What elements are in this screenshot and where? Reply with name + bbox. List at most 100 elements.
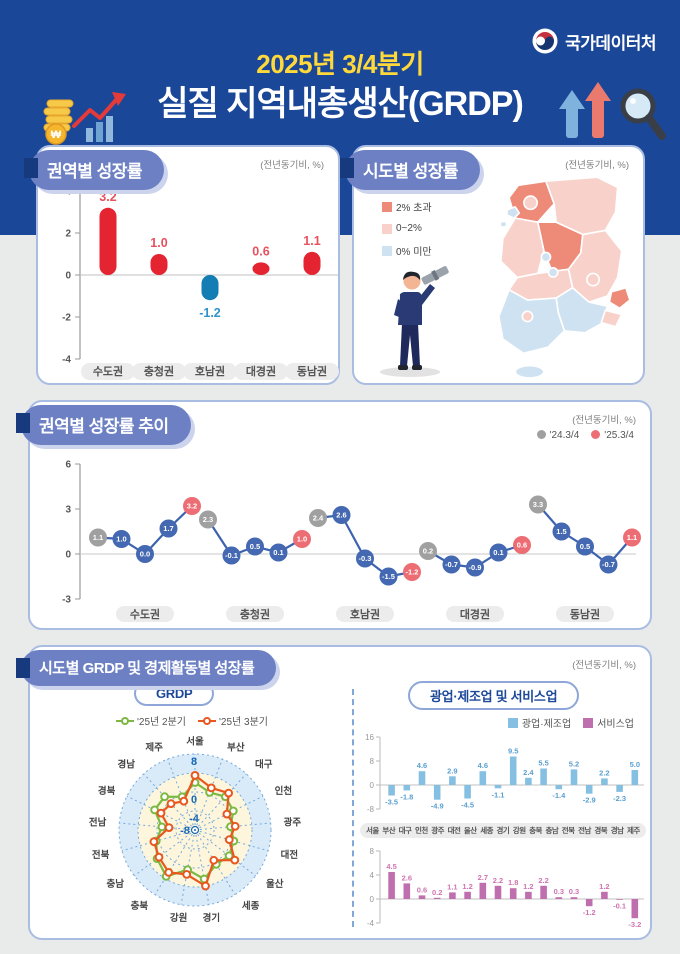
panel-bottom-title: 시도별 GRDP 및 경제활동별 성장률 — [15, 650, 277, 686]
bar — [555, 785, 563, 790]
panel-region-growth: 권역별 성장률 (전년동기비, %) 4 2 0 -2 -4 3.2 수도권 1.0 충청권 -1… — [23, 145, 340, 385]
map-region-ulsan — [608, 286, 631, 310]
bar — [418, 771, 426, 785]
data-point-label: 2.6 — [336, 511, 346, 520]
bar-value-label: 5.5 — [538, 759, 548, 768]
data-point — [332, 506, 351, 524]
radar-point — [149, 837, 159, 847]
data-point-label: 1.1 — [627, 533, 637, 542]
data-point-label: -1.5 — [382, 572, 395, 581]
radar-category-label: 전남 — [89, 816, 107, 828]
category-pill — [285, 363, 339, 380]
radar-center-dot — [194, 829, 196, 831]
category-pill — [116, 606, 174, 622]
category-pill — [336, 606, 394, 622]
legend-marker — [198, 717, 216, 725]
section-divider — [352, 689, 354, 927]
radar-point — [206, 783, 216, 793]
sido-label: 세종 — [480, 826, 493, 835]
bar-value-label: 0.2 — [432, 888, 442, 897]
map-region-chungnam — [500, 217, 545, 279]
data-point-label: 0.0 — [140, 550, 150, 559]
y-tick-label: 2 — [65, 229, 71, 240]
sido-label: 충북 — [529, 826, 542, 835]
sido-label: 강원 — [512, 826, 526, 835]
y-tick-label: 8 — [370, 757, 375, 766]
data-point — [529, 495, 547, 514]
data-point-label: -0.7 — [602, 560, 615, 569]
y-tick-label: -4 — [62, 355, 71, 366]
legend-dot — [591, 430, 601, 439]
radar-point — [160, 792, 169, 802]
sido-label: 제주 — [627, 826, 640, 835]
bar-value-label: 1.0 — [150, 236, 167, 250]
legend-label: '24.3/4 — [549, 430, 580, 441]
legend-label: '25.3/4 — [604, 430, 634, 441]
bar-value-label: 2.7 — [478, 873, 488, 882]
bar — [601, 891, 608, 899]
legend-marker — [116, 717, 135, 725]
y-tick-label: 0 — [370, 781, 375, 790]
category-label: 동남권 — [570, 608, 600, 621]
sido-axis-labels: 서울 부산 대구 인천 광주 대전 울산 세종 경기 강원 충북 충남 전북 전남 경북 경남 제주 — [360, 823, 646, 838]
radar-point — [201, 881, 210, 891]
category-pill — [226, 606, 284, 622]
data-point-label: 0.2 — [423, 547, 433, 556]
government-emblem-icon — [532, 28, 558, 54]
y-tick-label: -8 — [367, 805, 375, 814]
unit-note: (전년동기비, %) — [565, 160, 629, 171]
bar — [201, 275, 219, 301]
y-tick-label: 3 — [65, 505, 71, 516]
bar — [449, 776, 456, 785]
map-region-jeju — [514, 364, 545, 379]
map-region-daegu — [586, 272, 601, 287]
category-pill — [234, 363, 288, 380]
bar — [616, 785, 623, 792]
category-label: 수도권 — [93, 365, 123, 378]
bar-value-label: 5.2 — [569, 759, 579, 768]
bar-value-label: -1.8 — [400, 792, 413, 801]
trend-legend: '24.3/4 '25.3/4 — [536, 430, 634, 441]
data-point-label: 0.1 — [493, 548, 503, 557]
legend-label: 2% 초과 — [396, 203, 432, 214]
data-point — [576, 537, 594, 556]
bar — [150, 254, 168, 275]
bar — [570, 769, 578, 785]
bar — [99, 207, 117, 275]
data-point — [309, 509, 327, 527]
data-point-label: 1.0 — [116, 535, 126, 544]
bar — [494, 785, 502, 789]
radar-point — [224, 788, 234, 798]
map-region-gwangju — [521, 310, 534, 323]
data-point-label: 3.3 — [533, 500, 543, 509]
bar — [509, 756, 517, 785]
grdp-radar-chart: 서울부산대구인천광주대전울산세종경기강원충북충남전북전남경북경남제주840-4-… — [89, 736, 301, 924]
bar — [464, 785, 471, 799]
radar-point — [164, 823, 174, 832]
bar — [494, 885, 502, 899]
data-point — [293, 530, 311, 548]
radar-category-label: 대전 — [281, 849, 298, 861]
category-pill — [556, 606, 614, 622]
radar-point — [230, 855, 240, 865]
category-label: 대경권 — [460, 607, 490, 621]
industry-subtitle: 광업·제조업 및 서비스업 — [408, 681, 580, 710]
data-point-label: 1.1 — [93, 533, 103, 542]
legend-label: '25년 3분기 — [219, 717, 268, 728]
radar-point — [166, 799, 176, 809]
bar-value-label: 2.4 — [523, 768, 534, 777]
data-point-label: -0.7 — [445, 560, 458, 569]
telescope-person-illustration — [380, 266, 449, 377]
data-point — [269, 543, 288, 562]
category-label: 동남권 — [297, 365, 327, 378]
legend-label: 0~2% — [396, 223, 422, 234]
category-pill — [183, 363, 237, 380]
bar — [303, 251, 321, 275]
bar-value-label: 2.2 — [493, 876, 503, 885]
region-growth-bar-chart: 4 2 0 -2 -4 3.2 수도권 1.0 충청권 -1.2 호남권 0.6 대경권 1.1 동남권 — [62, 187, 339, 380]
data-point-label: 0.5 — [250, 542, 260, 551]
y-tick-label: -3 — [62, 595, 71, 606]
data-point — [513, 536, 531, 554]
map-region-daejeon — [547, 266, 559, 278]
bar — [555, 897, 563, 899]
